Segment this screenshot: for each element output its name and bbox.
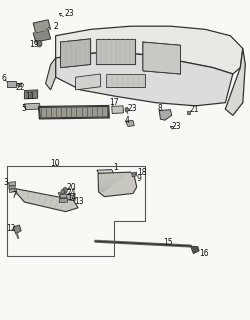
- Text: 3: 3: [3, 178, 8, 187]
- Text: 11: 11: [25, 92, 34, 101]
- Text: 5: 5: [21, 104, 26, 113]
- Text: 10: 10: [50, 159, 60, 168]
- Polygon shape: [9, 186, 15, 189]
- Text: 14: 14: [67, 193, 77, 202]
- Text: 2: 2: [53, 22, 58, 31]
- Polygon shape: [105, 74, 145, 87]
- Text: 4: 4: [124, 116, 129, 125]
- Circle shape: [60, 190, 64, 194]
- Text: 13: 13: [74, 197, 84, 206]
- Polygon shape: [46, 58, 56, 90]
- Polygon shape: [10, 189, 14, 193]
- Polygon shape: [224, 49, 244, 116]
- Text: 16: 16: [198, 249, 208, 258]
- Polygon shape: [95, 39, 135, 64]
- Text: 20: 20: [66, 183, 76, 192]
- Polygon shape: [142, 42, 180, 74]
- Polygon shape: [186, 111, 190, 114]
- Text: 23: 23: [64, 9, 74, 18]
- Polygon shape: [125, 121, 134, 126]
- Text: 19: 19: [29, 40, 39, 49]
- Polygon shape: [98, 172, 136, 197]
- Polygon shape: [16, 189, 78, 212]
- Polygon shape: [96, 170, 114, 178]
- Polygon shape: [33, 29, 50, 42]
- Text: 23: 23: [171, 122, 180, 132]
- Polygon shape: [111, 106, 123, 114]
- Text: 22: 22: [16, 83, 25, 92]
- Text: 17: 17: [109, 98, 118, 107]
- Text: 12: 12: [7, 224, 16, 233]
- Polygon shape: [58, 193, 75, 201]
- Polygon shape: [56, 52, 232, 106]
- Polygon shape: [56, 26, 242, 74]
- Polygon shape: [7, 81, 16, 87]
- Polygon shape: [75, 74, 100, 90]
- Text: 1: 1: [112, 163, 117, 172]
- Polygon shape: [13, 225, 21, 234]
- Polygon shape: [9, 182, 16, 186]
- Text: 9: 9: [136, 174, 141, 183]
- Polygon shape: [59, 198, 67, 203]
- Polygon shape: [190, 246, 198, 254]
- Text: 24: 24: [66, 188, 76, 197]
- Text: 18: 18: [136, 168, 146, 177]
- Polygon shape: [24, 103, 40, 110]
- Polygon shape: [33, 20, 50, 33]
- Text: 8: 8: [156, 104, 161, 113]
- Circle shape: [37, 41, 42, 47]
- Polygon shape: [24, 90, 38, 99]
- Circle shape: [124, 108, 128, 112]
- Text: 6: 6: [2, 74, 7, 83]
- Polygon shape: [60, 194, 66, 198]
- Text: 23: 23: [128, 104, 137, 113]
- Text: 15: 15: [162, 238, 172, 247]
- Text: 7: 7: [11, 190, 16, 200]
- Polygon shape: [158, 110, 171, 120]
- Polygon shape: [132, 172, 136, 177]
- Circle shape: [62, 188, 67, 193]
- Polygon shape: [39, 107, 108, 118]
- Polygon shape: [60, 39, 90, 68]
- Text: 21: 21: [188, 105, 198, 114]
- Polygon shape: [18, 83, 22, 87]
